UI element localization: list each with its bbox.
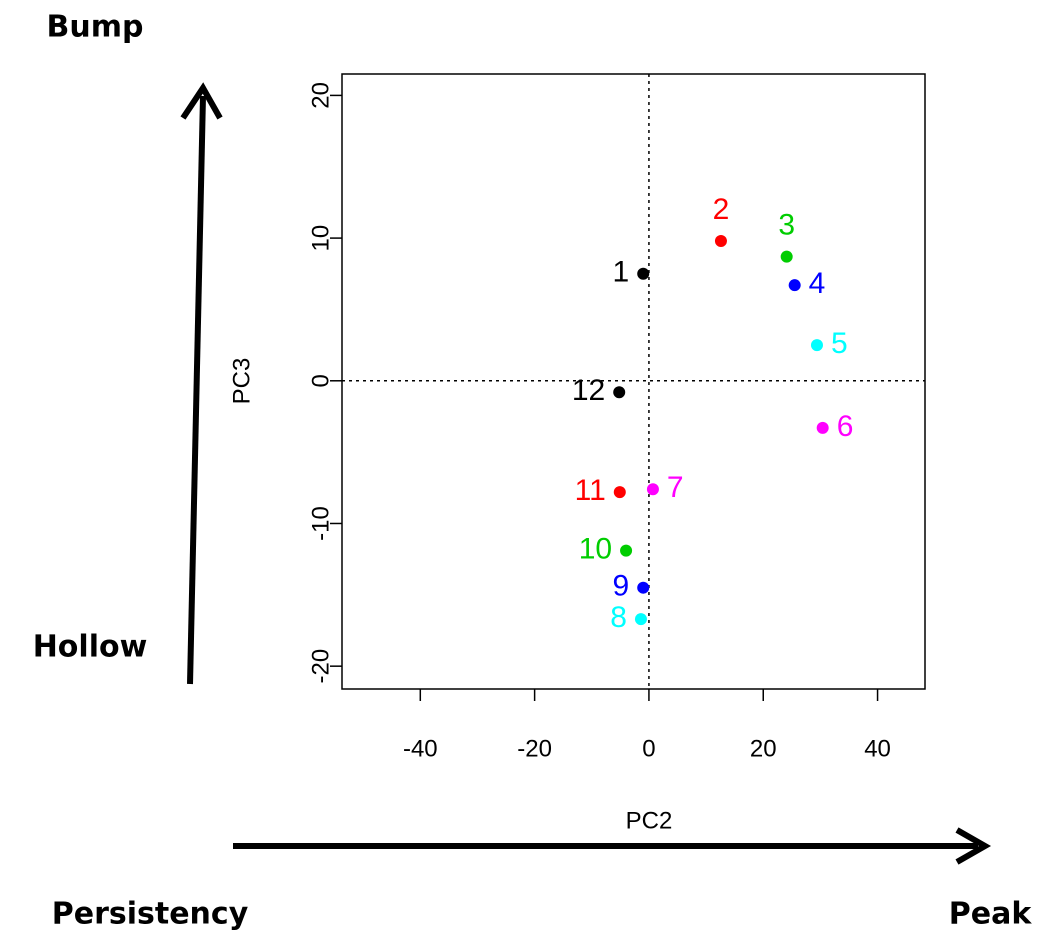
point — [637, 267, 650, 280]
point — [613, 486, 626, 499]
arrow-head — [180, 82, 223, 120]
point — [788, 279, 801, 292]
plot-frame — [341, 73, 926, 690]
x-tick-label: 40 — [864, 735, 891, 762]
point-label: 12 — [572, 374, 605, 407]
annotation: Bump — [47, 10, 144, 45]
annotation: Hollow — [33, 630, 148, 665]
x-axis-label: PC2 — [626, 807, 673, 834]
arrow — [187, 95, 206, 685]
x-tick-label: 20 — [750, 735, 777, 762]
arrow-head — [955, 827, 992, 865]
point-label: 5 — [831, 327, 848, 360]
point-label: 6 — [837, 410, 854, 443]
point — [646, 483, 659, 496]
point-label: 2 — [713, 193, 730, 226]
point-label: 11 — [575, 474, 606, 507]
point — [637, 581, 650, 594]
y-axis-label: PC3 — [228, 358, 255, 405]
point-label: 4 — [809, 267, 826, 300]
annotation: Persistency — [52, 897, 249, 932]
point — [816, 421, 829, 434]
x-tick-label: -20 — [517, 735, 552, 762]
point — [620, 544, 633, 557]
point-label: 10 — [579, 533, 612, 566]
annotation: Peak — [949, 897, 1033, 932]
point — [810, 339, 823, 352]
point-label: 7 — [667, 471, 684, 504]
y-tick-label: 10 — [307, 225, 334, 252]
y-tick-label: 0 — [307, 374, 334, 387]
x-tick-label: 0 — [642, 735, 655, 762]
point — [634, 613, 647, 626]
point-label: 9 — [613, 570, 630, 603]
point-label: 8 — [610, 601, 627, 634]
y-tick-label: -10 — [307, 506, 334, 541]
point — [780, 250, 793, 263]
point-label: 1 — [613, 256, 630, 289]
point — [714, 234, 727, 247]
point-label: 3 — [778, 209, 795, 242]
x-tick-label: -40 — [403, 735, 438, 762]
y-tick-label: -20 — [307, 649, 334, 684]
y-tick-label: 20 — [307, 82, 334, 109]
point — [613, 386, 626, 399]
